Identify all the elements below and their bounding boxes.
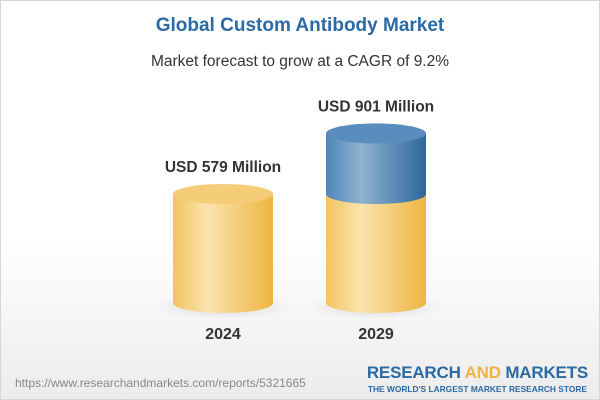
cylinder-bar-body xyxy=(173,194,273,313)
data-label: USD 579 Million xyxy=(165,159,281,176)
logo-tagline: THE WORLD'S LARGEST MARKET RESEARCH STOR… xyxy=(367,384,587,394)
cylinder-growth-segment-top xyxy=(326,123,426,144)
source-url[interactable]: https://www.researchandmarkets.com/repor… xyxy=(15,376,306,390)
cylinder-chart: USD 579 Million 2024 USD 901 Million 2029 xyxy=(153,98,446,343)
research-and-markets-logo: RESEARCH AND MARKETS THE WORLD'S LARGEST… xyxy=(367,363,588,394)
data-label: USD 901 Million xyxy=(318,98,434,115)
chart-subtitle: Market forecast to grow at a CAGR of 9.2… xyxy=(150,53,450,70)
category-label: 2024 xyxy=(205,326,241,343)
logo-word-and: AND xyxy=(464,363,501,382)
cylinder-growth-segment-body xyxy=(326,133,426,204)
chart-title: Global Custom Antibody Market xyxy=(155,15,445,36)
cylinder-bar-top xyxy=(173,184,273,204)
logo-word-markets: MARKETS xyxy=(505,363,588,382)
category-label: 2029 xyxy=(358,326,394,343)
logo-word-research: RESEARCH xyxy=(366,363,461,382)
cylinder-base-segment-body xyxy=(326,194,426,313)
